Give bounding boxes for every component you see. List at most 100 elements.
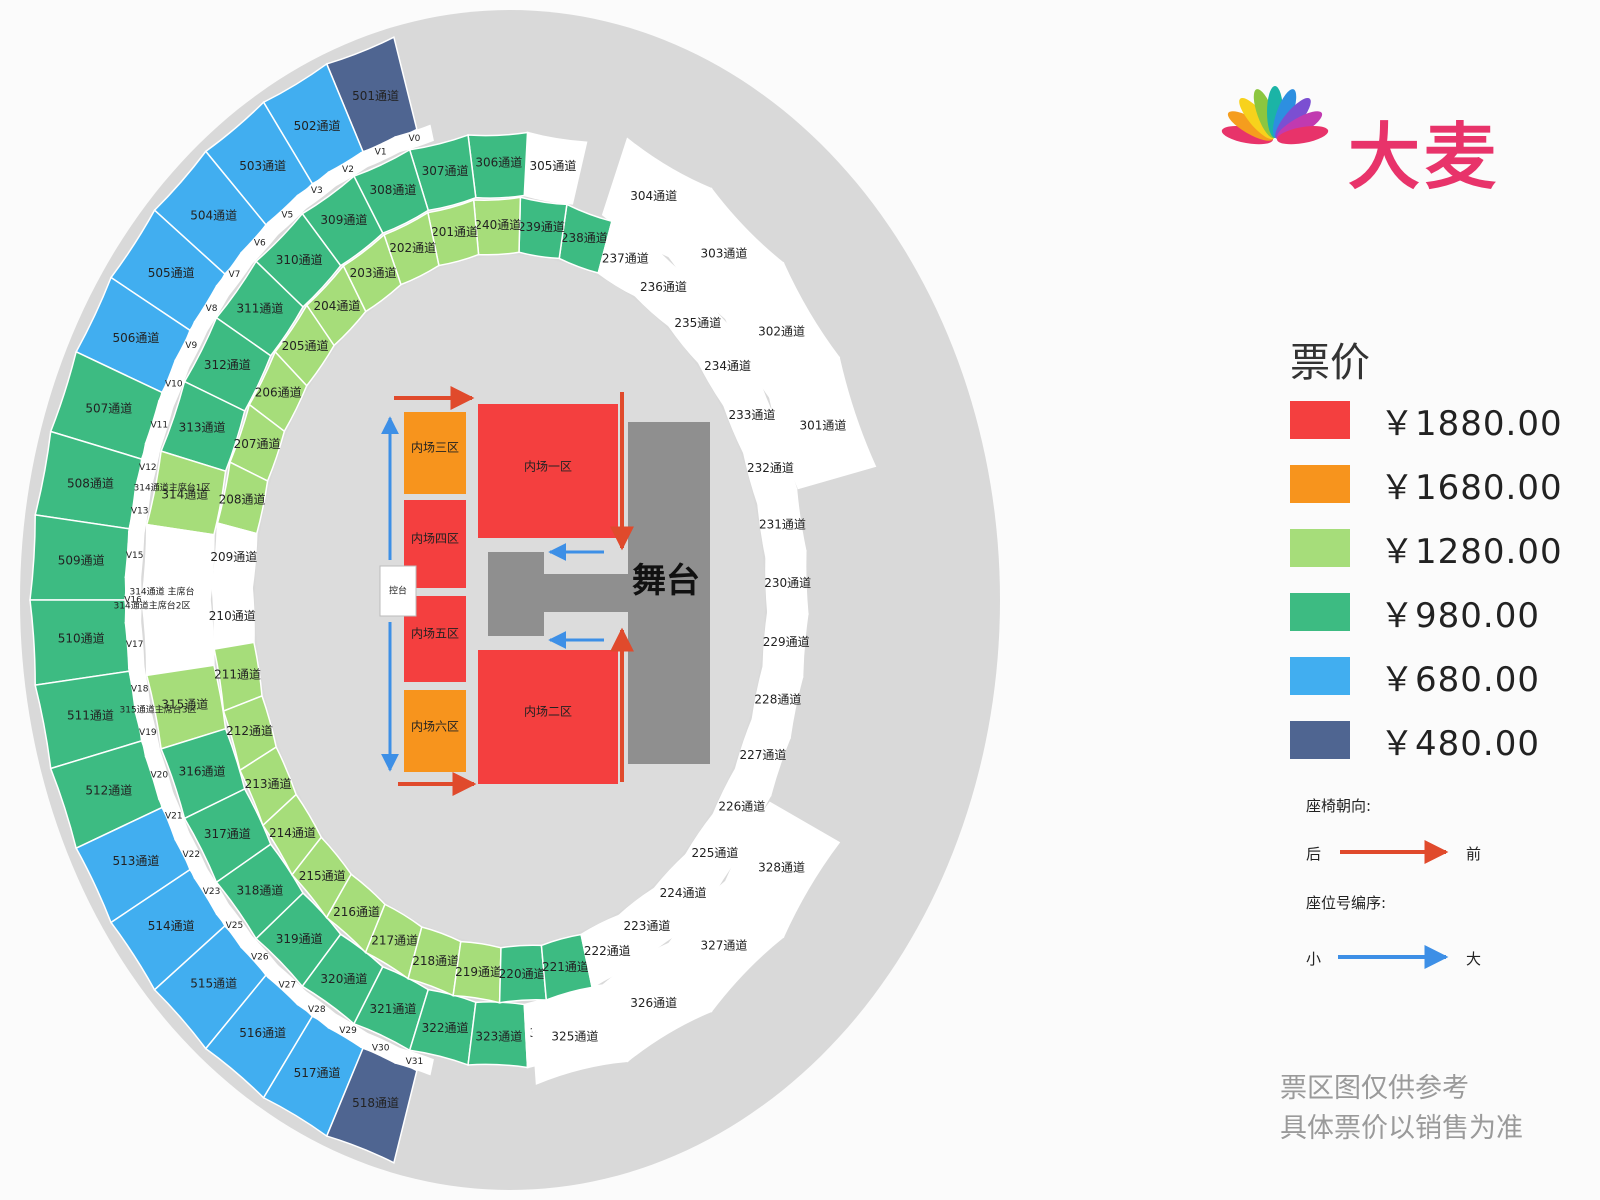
tier-200-section-19[interactable] (364, 903, 423, 980)
vip-box-v0[interactable] (394, 124, 434, 153)
vip-box-v9[interactable] (174, 320, 208, 369)
vip-box-v13[interactable] (127, 486, 151, 535)
tier-300-right-label-0: 304通道 (630, 189, 677, 203)
tier-300-section-9[interactable] (145, 450, 227, 536)
tier-200-section-7[interactable] (274, 303, 335, 387)
tier-300-section-7[interactable] (183, 316, 272, 412)
floor-zone-1[interactable] (478, 404, 618, 538)
tier-200-section-24[interactable] (580, 914, 637, 989)
tier-200-section-37[interactable] (667, 281, 729, 364)
tier-300-section-18[interactable] (352, 965, 430, 1052)
tier-200-section-30[interactable] (751, 665, 804, 739)
vip-box-v23[interactable] (193, 868, 229, 916)
vip-box-v10[interactable] (157, 359, 190, 409)
tier-300-section-19[interactable] (408, 988, 477, 1066)
tier-200-section-16[interactable] (261, 793, 323, 877)
tier-200-section-4[interactable] (383, 211, 440, 286)
tier-300-section-10[interactable] (141, 523, 215, 601)
tier-200-label-4: 202通道 (389, 241, 436, 255)
tier-200-section-31[interactable] (762, 611, 809, 678)
tier-200-section-9[interactable] (229, 403, 286, 483)
tier-300-section-2[interactable] (408, 134, 477, 212)
tier-200-section-14[interactable] (222, 694, 278, 772)
tier-300-section-13[interactable] (160, 727, 246, 820)
tier-200-section-18[interactable] (325, 873, 386, 954)
tier-200-section-38[interactable] (634, 246, 695, 327)
floor-zone-3[interactable] (404, 412, 466, 494)
floor-zone-4-label: 内场四区 (411, 532, 459, 546)
tier-300-section-17[interactable] (301, 933, 384, 1026)
vip-box-v5[interactable] (267, 194, 307, 236)
vip-box-v7[interactable] (215, 251, 253, 297)
vip-box-v18[interactable] (127, 665, 151, 714)
vip-box-v20[interactable] (144, 750, 174, 800)
tier-200-section-8[interactable] (248, 350, 308, 433)
tier-200-section-36[interactable] (697, 323, 759, 407)
tier-300-section-8[interactable] (160, 380, 246, 473)
tier-200-section-32[interactable] (765, 549, 809, 615)
tier-200-section-27[interactable] (685, 813, 746, 897)
vip-box-v28[interactable] (296, 990, 337, 1029)
tier-200-section-35[interactable] (723, 373, 782, 455)
vip-box-v16[interactable] (124, 576, 142, 624)
vip-box-v15[interactable] (124, 531, 145, 579)
tier-200-section-39[interactable] (597, 220, 656, 297)
tier-200-section-5[interactable] (342, 233, 402, 313)
tier-200-section-29[interactable] (734, 717, 791, 797)
tier-200-section-15[interactable] (238, 745, 297, 827)
tier-300-section-11[interactable] (141, 599, 215, 677)
tier-200-section-6[interactable] (305, 264, 367, 347)
vip-box-v22[interactable] (174, 831, 208, 880)
tier-300-label-17: 320通道 (320, 972, 367, 986)
vip-box-v11[interactable] (144, 400, 174, 450)
vip-box-v17[interactable] (124, 621, 145, 669)
tier-300-section-5[interactable] (254, 212, 342, 308)
tier-200-section-22[interactable] (498, 944, 548, 1004)
seat-numbering-from: 小 (1306, 950, 1322, 968)
tier-200-section-1[interactable] (518, 196, 568, 260)
tier-300-section-12[interactable] (145, 664, 227, 750)
vip-box-v21[interactable] (157, 791, 190, 841)
vip-box-v27[interactable] (267, 964, 307, 1006)
vip-box-v12[interactable] (134, 442, 161, 492)
vip-box-v19[interactable] (134, 708, 161, 758)
vip-box-v31[interactable] (394, 1047, 434, 1076)
tier-200-section-34[interactable] (742, 428, 798, 506)
vip-box-v3[interactable] (296, 171, 337, 210)
tier-200-section-13[interactable] (213, 641, 263, 713)
tier-300-section-15[interactable] (215, 843, 304, 940)
vip-box-v25[interactable] (215, 903, 253, 949)
tier-200-section-28[interactable] (712, 767, 772, 850)
tier-200-section-23[interactable] (540, 933, 594, 1002)
stage-label: 舞台 (632, 561, 700, 601)
floor-zone-6[interactable] (404, 690, 466, 772)
floor-zone-2[interactable] (478, 650, 618, 784)
tier-300-section-20[interactable] (467, 1001, 529, 1069)
tier-300-section-0[interactable] (523, 131, 588, 205)
vip-box-label-v1: V1 (375, 147, 387, 157)
tier-300-section-1[interactable] (467, 131, 529, 199)
vip-box-v26[interactable] (240, 935, 279, 979)
tier-200-label-18: 216通道 (333, 905, 380, 919)
vip-box-v8[interactable] (193, 284, 229, 332)
vip-box-v29[interactable] (327, 1013, 368, 1049)
tier-200-section-11[interactable] (211, 522, 258, 589)
vip-box-v2[interactable] (327, 151, 368, 187)
vip-box-v6[interactable] (240, 221, 279, 265)
tier-200-section-20[interactable] (407, 926, 462, 997)
tier-300-section-4[interactable] (301, 174, 384, 267)
tier-200-section-33[interactable] (757, 487, 807, 559)
vip-box-v30[interactable] (360, 1032, 401, 1064)
tier-200-section-10[interactable] (216, 461, 269, 535)
tier-200-section-12[interactable] (211, 585, 255, 651)
tier-200-label-5: 203通道 (350, 266, 397, 280)
tier-200-section-17[interactable] (291, 836, 353, 919)
tier-200-section-3[interactable] (426, 198, 480, 267)
tier-200-section-26[interactable] (653, 853, 715, 936)
tier-200-section-21[interactable] (452, 940, 502, 1004)
tier-300-section-16[interactable] (254, 892, 342, 988)
tier-200-section-25[interactable] (618, 887, 678, 967)
seat-orientation-label: 座椅朝向: (1306, 797, 1372, 815)
tier-200-section-2[interactable] (472, 196, 522, 256)
vip-box-v1[interactable] (360, 136, 401, 168)
